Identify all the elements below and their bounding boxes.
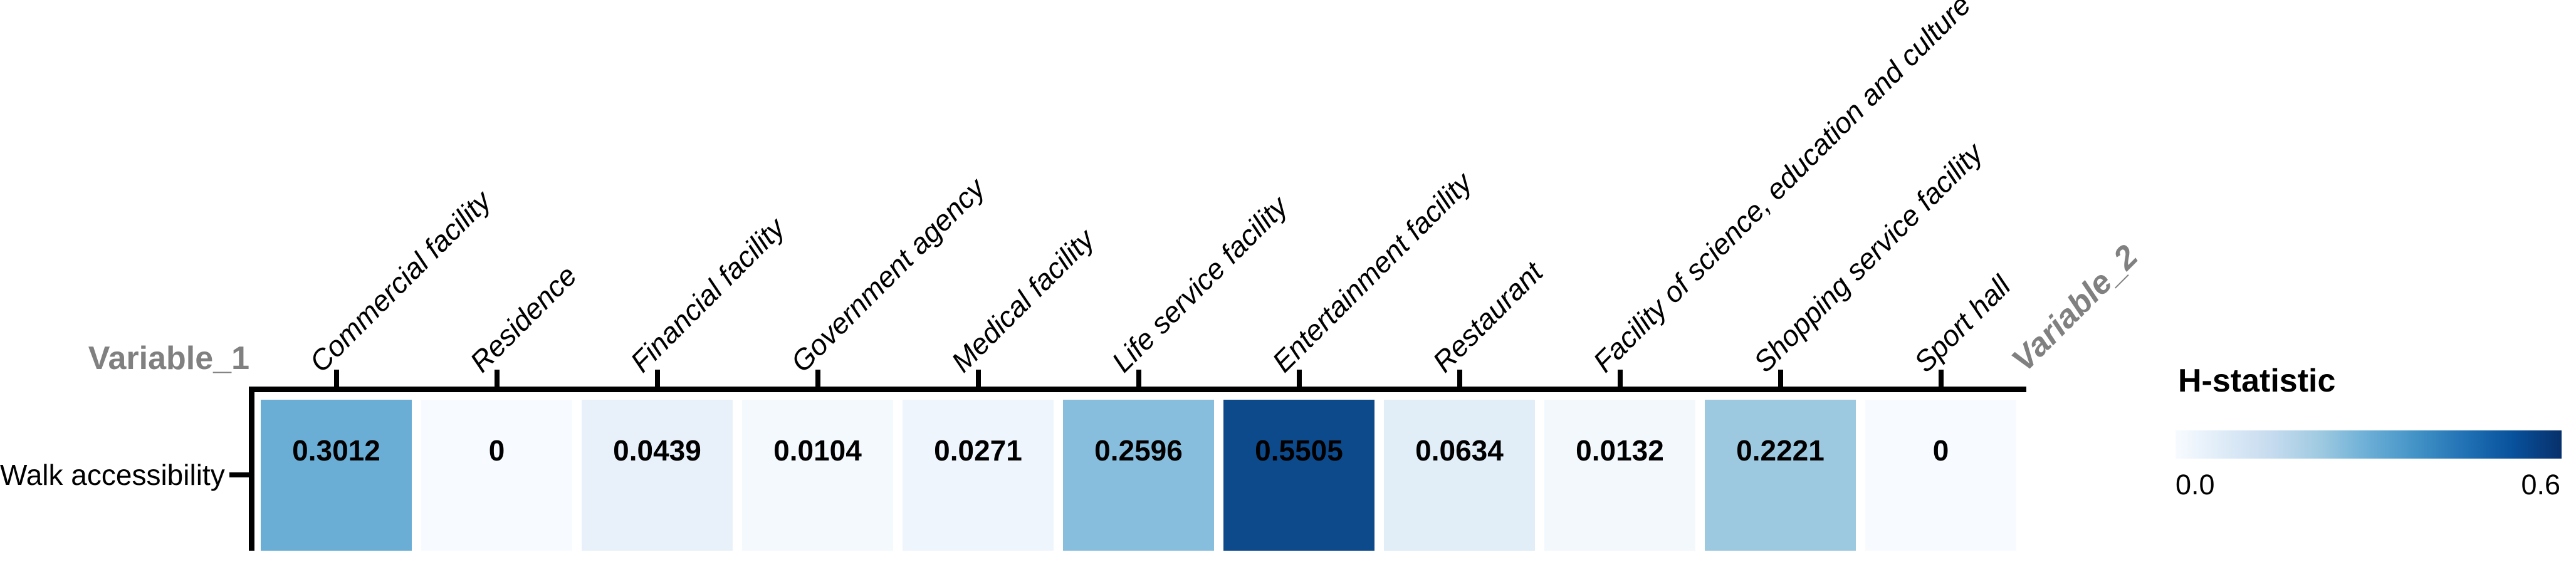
cell-value: 0.0439 — [613, 434, 701, 467]
x-axis-tick — [1938, 370, 1944, 387]
heatmap-cell: 0.0439 — [582, 400, 733, 551]
x-axis-tick — [1296, 370, 1302, 387]
legend-colorbar — [2175, 430, 2562, 459]
x-axis-tick — [975, 370, 981, 387]
column-label-text: Commercial facility — [303, 184, 497, 379]
column-label-text: Sport hall — [1907, 269, 2017, 379]
column-label-text: Restaurant — [1426, 256, 1549, 379]
x-axis-tick — [1617, 370, 1623, 387]
cell-value: 0.0634 — [1415, 434, 1504, 467]
heatmap-cell: 0.5505 — [1223, 400, 1374, 551]
heatmap-cell: 0 — [421, 400, 572, 551]
x-axis-tick — [1778, 370, 1783, 387]
cell-value: 0.0271 — [934, 434, 1022, 467]
legend-min-label: 0.0 — [2175, 469, 2215, 501]
x-axis-tick — [1136, 370, 1141, 387]
heatmap-cell: 0.2596 — [1063, 400, 1214, 551]
x-axis-tick — [1457, 370, 1462, 387]
cell-value: 0.0132 — [1576, 434, 1664, 467]
column-label-text: Life service facility — [1105, 190, 1294, 379]
row-label: Walk accessibility — [0, 459, 225, 491]
x-axis-line — [249, 387, 2026, 392]
heatmap-cell: 0.3012 — [261, 400, 412, 551]
column-label-text: Medical facility — [945, 223, 1101, 379]
cell-value: 0 — [488, 434, 505, 467]
cell-value: 0.0104 — [773, 434, 862, 467]
cell-value: 0 — [1932, 434, 1949, 467]
x-axis-tick — [494, 370, 500, 387]
heatmap-cell: 0.0132 — [1544, 400, 1695, 551]
y-axis-line — [249, 387, 254, 551]
column-label-text: Financial facility — [624, 211, 791, 379]
heatmap-cell: 0.2221 — [1705, 400, 1856, 551]
heatmap-cell: 0.0271 — [903, 400, 1054, 551]
column-label-text: Residence — [463, 259, 583, 379]
legend-title: H-statistic — [2178, 363, 2336, 399]
x-axis-tick — [654, 370, 660, 387]
y-axis-title: Variable_1 — [88, 340, 249, 377]
heatmap-cell: 0.0634 — [1384, 400, 1535, 551]
y-axis-tick — [229, 472, 249, 477]
heatmap-cell: 0 — [1865, 400, 2016, 551]
cell-value: 0.2596 — [1094, 434, 1183, 467]
x-axis-tick — [333, 370, 339, 387]
x-axis-tick — [815, 370, 820, 387]
cell-value: 0.2221 — [1736, 434, 1825, 467]
x-axis-title-text: Variable_2 — [2004, 238, 2145, 378]
legend-max-label: 0.6 — [2521, 469, 2560, 501]
cell-value: 0.3012 — [292, 434, 380, 467]
heatmap-cell: 0.0104 — [742, 400, 893, 551]
cell-value: 0.5505 — [1255, 434, 1343, 467]
